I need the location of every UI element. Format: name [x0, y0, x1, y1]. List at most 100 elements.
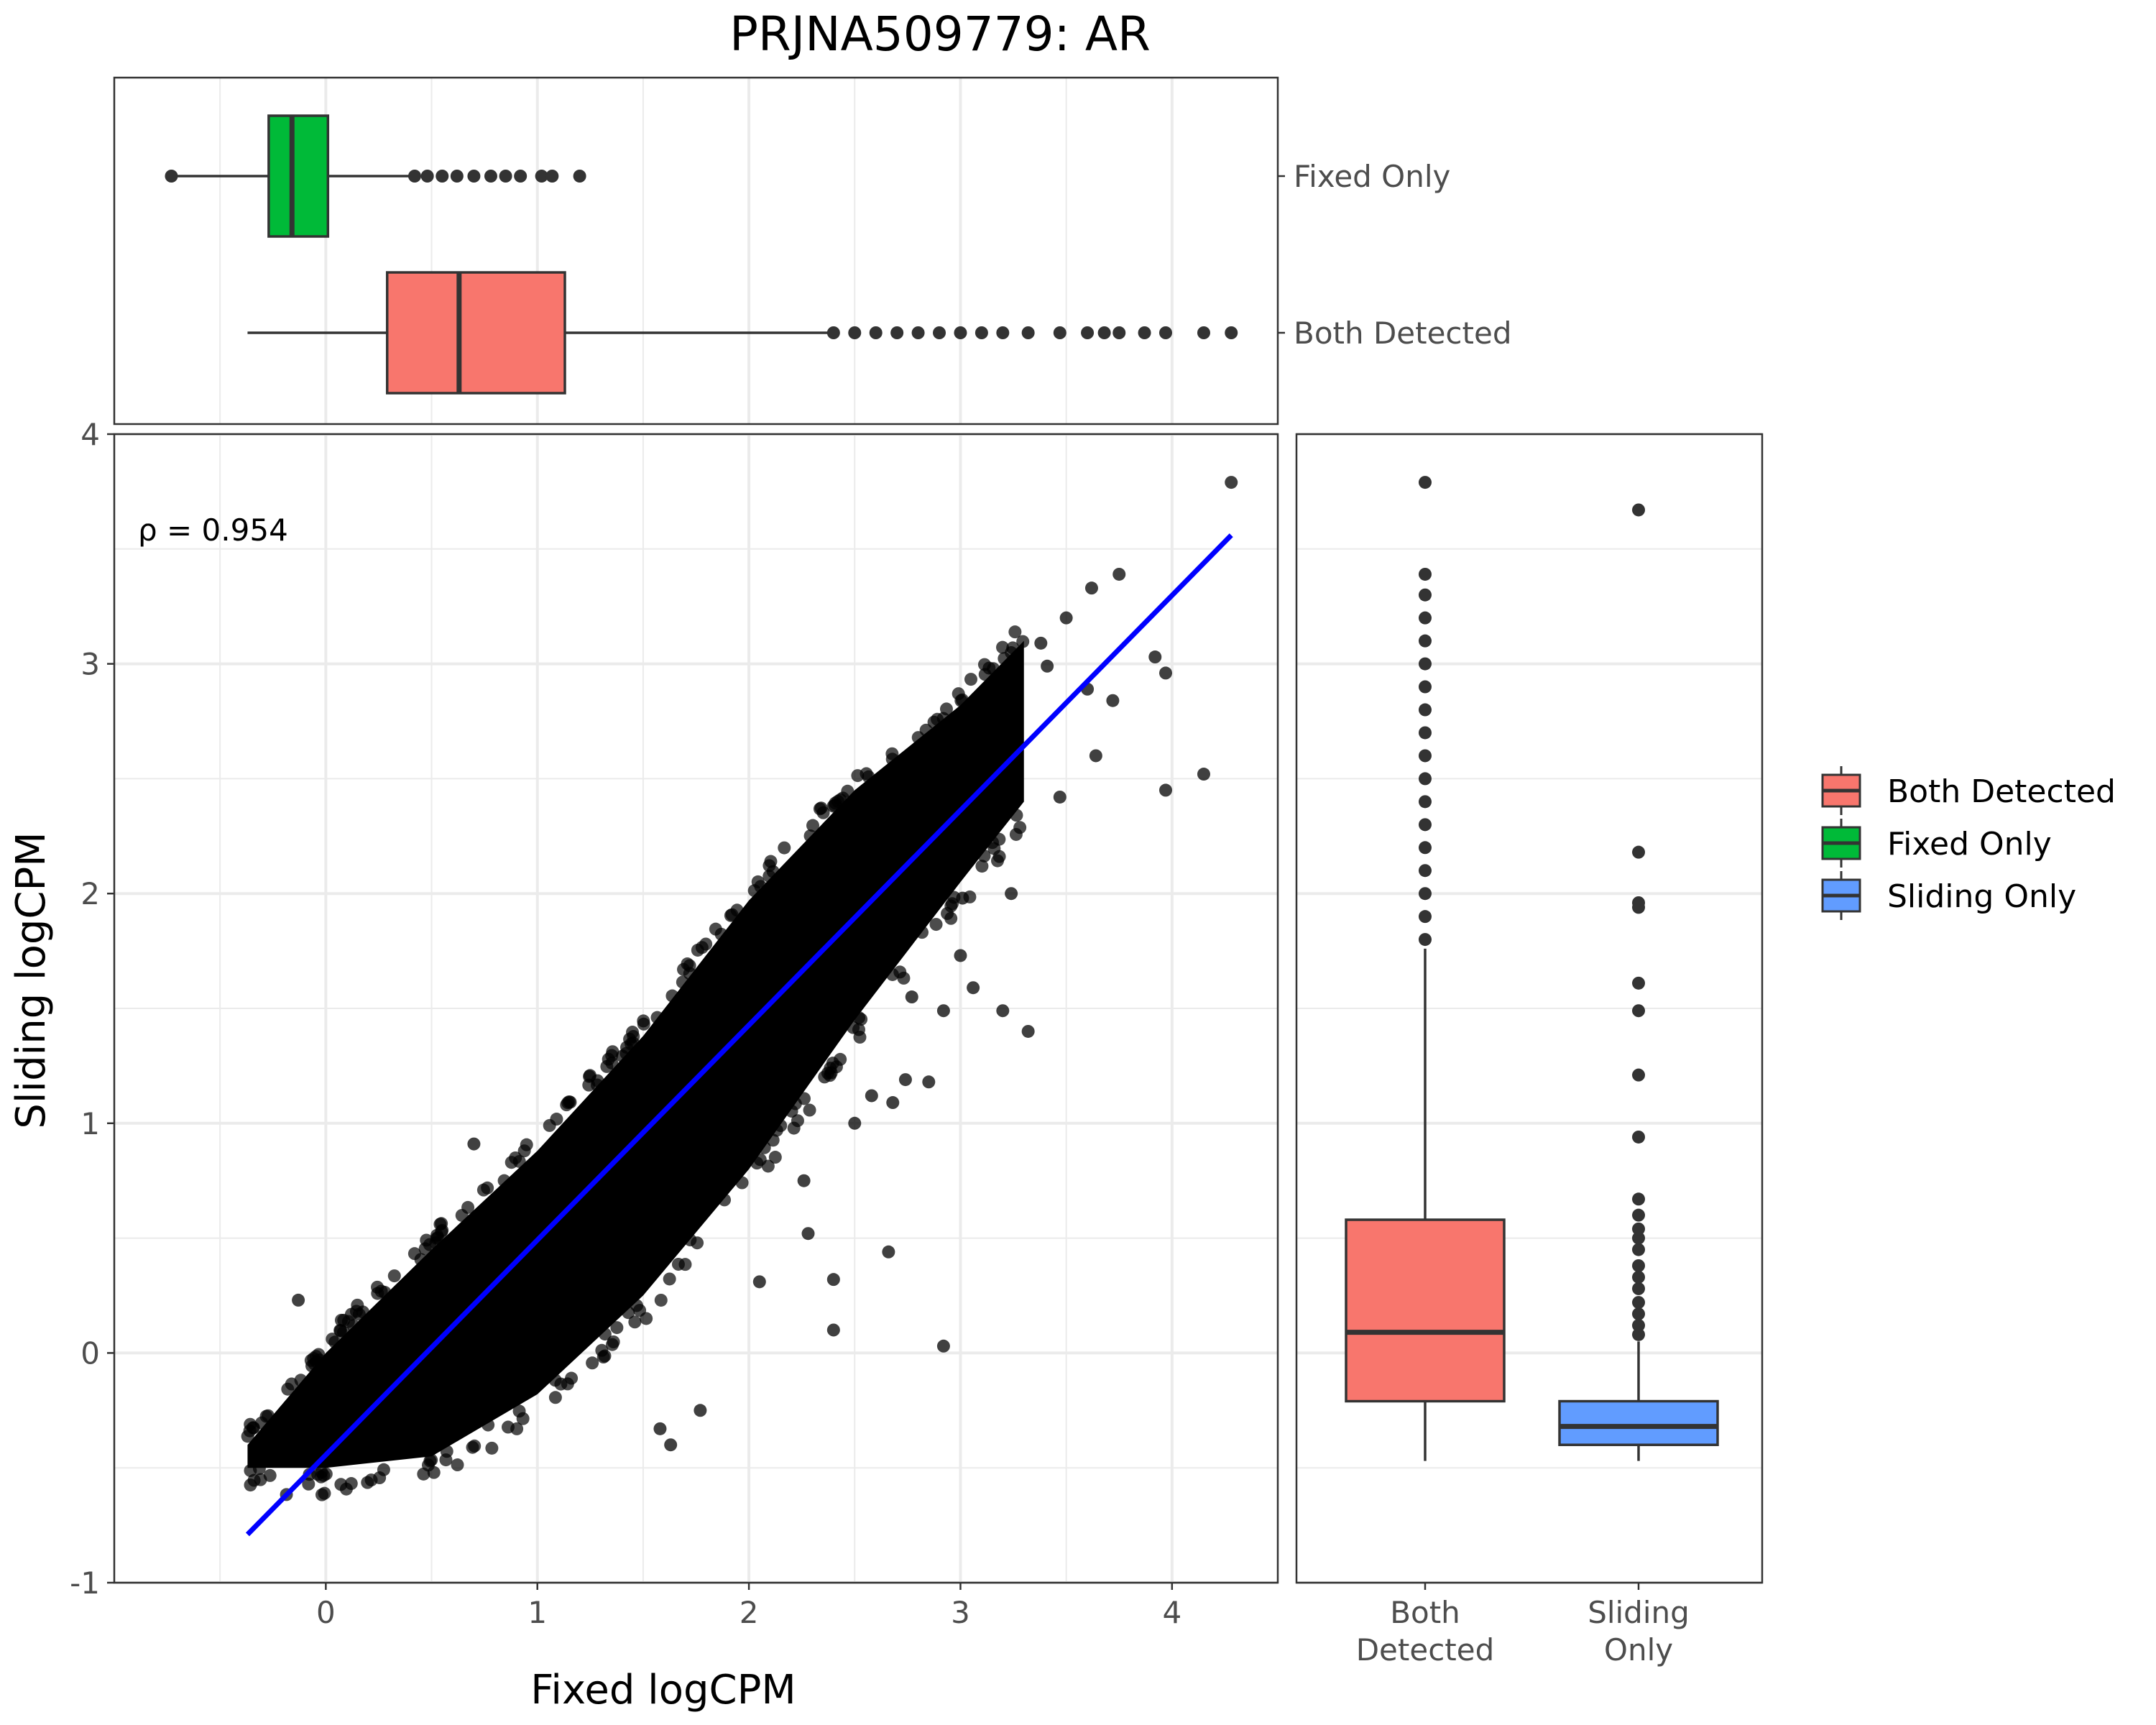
outlier-point — [1632, 1130, 1645, 1144]
scatter-point — [665, 989, 679, 1003]
right-boxplot-sliding-only — [1558, 503, 1719, 1461]
outlier-point — [1632, 1319, 1645, 1333]
scatter-point — [788, 1097, 802, 1110]
scatter-point — [466, 1440, 479, 1454]
outlier-point — [1158, 326, 1172, 339]
outlier-point — [499, 170, 512, 183]
scatter-point — [254, 1473, 267, 1486]
y-tick-label: 0 — [80, 1335, 100, 1371]
x-tick-label: 3 — [951, 1595, 970, 1630]
outlier-point — [1632, 1222, 1645, 1236]
scatter-point — [510, 1422, 524, 1435]
outlier-point — [890, 326, 904, 339]
outlier-point — [165, 170, 178, 183]
scatter-point — [605, 1338, 619, 1351]
scatter-point — [664, 1438, 678, 1452]
box — [267, 114, 330, 238]
right-category-label: Both — [1390, 1595, 1460, 1630]
scatter-point — [834, 1052, 847, 1066]
scatter-point — [954, 949, 967, 962]
outlier-point — [1419, 567, 1432, 581]
outlier-point — [1419, 476, 1432, 489]
outlier-point — [1197, 326, 1210, 339]
outlier-point — [1632, 1282, 1645, 1295]
legend-item: Sliding Only — [1821, 871, 2076, 920]
scatter-point — [967, 981, 980, 995]
scatter-point — [803, 1103, 816, 1117]
outlier-point — [1632, 1328, 1645, 1341]
outlier-point — [1138, 326, 1151, 339]
scatter-point — [512, 1404, 526, 1418]
scatter-point — [750, 1156, 764, 1170]
scatter-point — [936, 1004, 950, 1018]
scatter-point — [991, 854, 1005, 868]
y-tick-label: 4 — [80, 417, 100, 452]
outlier-point — [514, 170, 528, 183]
scatter-point — [816, 806, 830, 819]
scatter-point — [964, 673, 977, 686]
scatter-point — [485, 1441, 499, 1455]
outlier-point — [545, 170, 559, 183]
outlier-point — [848, 326, 862, 339]
outlier-point — [1419, 818, 1432, 832]
x-axis-title: Fixed logCPM — [530, 1667, 796, 1714]
scatter-point — [897, 971, 911, 985]
scatter-point — [605, 1056, 619, 1070]
scatter-point — [987, 662, 1000, 676]
scatter-point — [826, 1323, 840, 1337]
scatter-point — [512, 1154, 526, 1168]
legend-item: Both Detected — [1821, 766, 2116, 815]
outlier-point — [1419, 864, 1432, 878]
scatter-point — [1225, 476, 1238, 489]
outlier-point — [1419, 749, 1432, 763]
scatter-point — [337, 1325, 351, 1339]
fit-line — [245, 533, 1233, 1537]
scatter-point — [319, 1467, 333, 1481]
scatter-point — [377, 1463, 390, 1476]
y-tick-label: 3 — [80, 647, 100, 682]
scatter-point — [836, 791, 849, 805]
legend-label: Sliding Only — [1887, 878, 2076, 915]
scatter-point — [640, 1312, 653, 1325]
scatter-point — [975, 860, 989, 873]
scatter-point — [517, 1144, 531, 1158]
scatter-point — [1197, 768, 1210, 781]
right-category-label: Detected — [1356, 1632, 1495, 1668]
outlier-point — [450, 170, 464, 183]
scatter-point — [905, 990, 918, 1004]
top-boxplot-fixed-only — [171, 114, 586, 238]
scatter-point — [598, 1328, 612, 1341]
scatter-point — [1059, 611, 1073, 625]
scatter-point — [497, 1174, 511, 1187]
outlier-point — [1053, 326, 1067, 339]
outlier-point — [954, 326, 967, 339]
scatter-point — [417, 1467, 430, 1481]
scatter-point — [824, 1066, 838, 1080]
scatter-point — [1053, 790, 1067, 804]
scatter-point — [1008, 625, 1022, 639]
x-tick-label: 4 — [1162, 1595, 1181, 1630]
outlier-point — [436, 170, 449, 183]
scatter-point — [374, 1284, 388, 1298]
scatter-point — [996, 1004, 1010, 1018]
scatter-point — [681, 957, 694, 971]
top-boxplot-both-detected — [247, 271, 1238, 395]
outlier-point — [1112, 326, 1126, 339]
outlier-point — [1225, 326, 1238, 339]
scatter-point — [1084, 581, 1098, 595]
scatter-point — [992, 832, 1006, 846]
scatter-point — [853, 1031, 867, 1044]
scatter-point — [598, 1349, 612, 1363]
scatter-point — [302, 1477, 315, 1491]
outlier-point — [484, 170, 497, 183]
box — [385, 271, 566, 395]
y-tick-label: -1 — [70, 1565, 100, 1601]
outlier-point — [1632, 1208, 1645, 1222]
x-tick-label: 1 — [528, 1595, 547, 1630]
scatter-point — [1106, 694, 1120, 707]
scatter-point — [847, 1021, 860, 1034]
scatter-point — [977, 849, 991, 862]
scatter-point — [826, 1273, 840, 1287]
scatter-point — [461, 1200, 475, 1214]
y-tick-label: 1 — [80, 1106, 100, 1141]
